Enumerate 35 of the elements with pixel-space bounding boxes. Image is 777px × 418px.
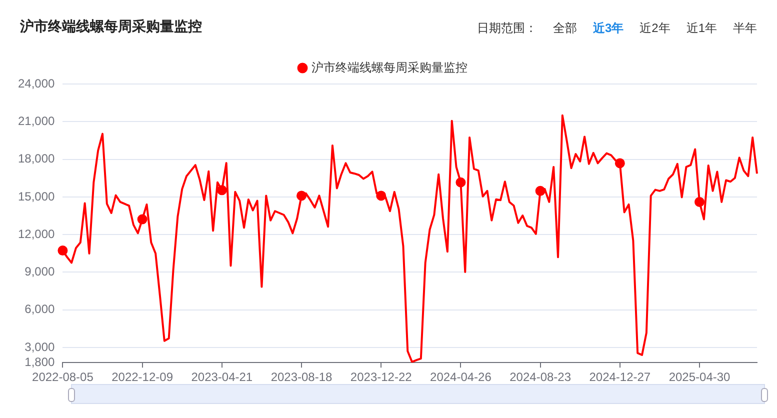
x-tick-label: 2023-04-21 <box>191 370 253 384</box>
text: 近2年 <box>640 20 670 37</box>
x-tick-label: 2023-08-18 <box>270 370 333 384</box>
y-tick-label: 24,000 <box>18 76 56 90</box>
legend-label: 沪市终端线螺每周采购量监控 <box>312 60 468 74</box>
x-tick-label: 2023-12-22 <box>350 370 412 384</box>
point <box>137 214 148 224</box>
text: 日期范围： <box>476 20 537 37</box>
x-tick-label: 2024-04-26 <box>430 370 492 384</box>
y-tick-label: 6,000 <box>24 302 56 316</box>
point <box>376 190 386 201</box>
point <box>694 196 705 207</box>
text: 近3年 <box>592 20 624 37</box>
y-tick-label: 15,000 <box>18 189 56 204</box>
point <box>216 185 227 196</box>
point <box>296 190 307 201</box>
y-tick-label: 18,000 <box>18 152 56 166</box>
point <box>58 246 68 256</box>
y-tick-label: 21,000 <box>18 114 56 128</box>
y-tick-label: 3,000 <box>24 340 56 354</box>
x-tick-label: 2025-04-30 <box>668 370 731 384</box>
y-tick-label: 1,800 <box>24 354 56 369</box>
text: 近1年 <box>686 20 717 37</box>
x-tick-label: 2024-08-23 <box>510 370 572 384</box>
x-tick-label: 2022-12-09 <box>112 370 174 384</box>
point <box>614 158 625 168</box>
chart-title: 沪市终端线螺每周采购量监控 <box>20 18 202 36</box>
x-tick-label: 2022-08-05 <box>32 370 94 384</box>
point <box>456 177 466 188</box>
y-tick-label: 9,000 <box>24 264 56 279</box>
text: 半年 <box>733 20 757 37</box>
text: 全部 <box>552 20 577 37</box>
point <box>535 186 546 196</box>
x-tick-label: 2024-12-27 <box>589 370 651 384</box>
y-tick-label: 12,000 <box>18 226 56 241</box>
